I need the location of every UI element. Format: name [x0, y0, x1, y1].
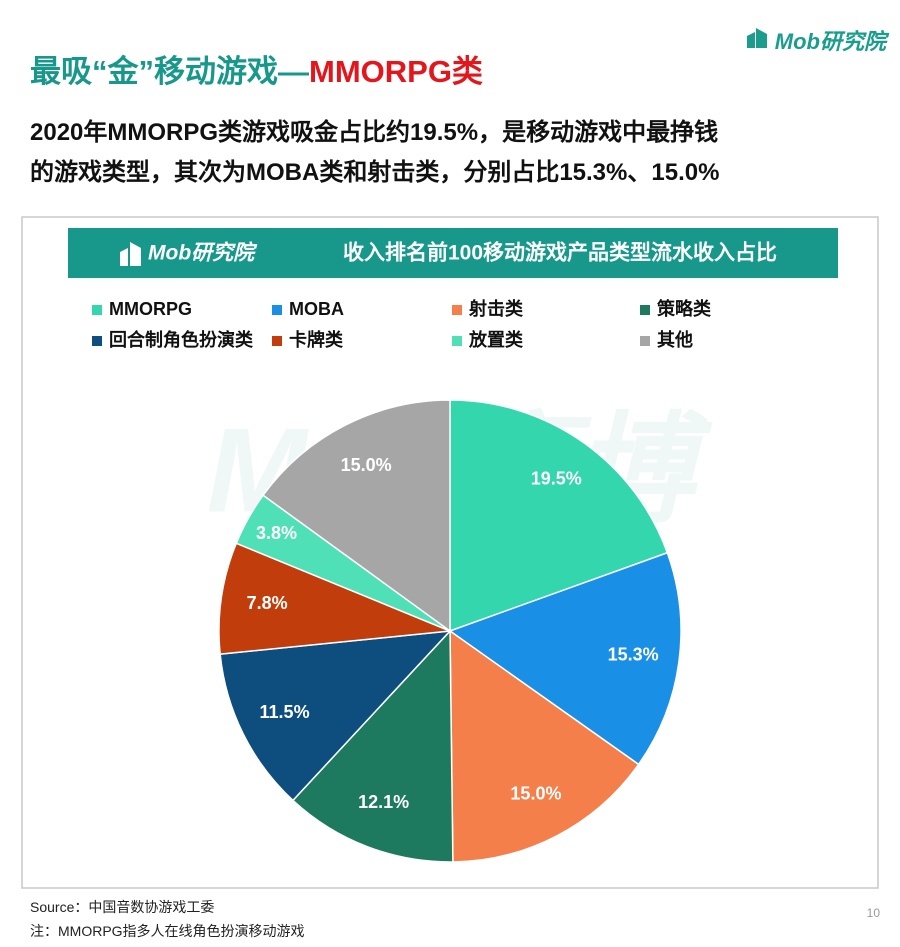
legend-swatch	[452, 305, 462, 315]
legend-label: MMORPG	[109, 299, 192, 319]
legend-swatch	[92, 336, 102, 346]
pie-slice	[218, 542, 451, 656]
legend-label: 卡牌类	[289, 329, 344, 350]
pie-slice	[448, 551, 682, 766]
pie-slice	[449, 399, 669, 633]
header-logo: Mob研究院	[148, 241, 258, 265]
pie-slice	[262, 399, 451, 633]
subtitle: 的游戏类型，其次为MOBA类和射击类，分别占比15.3%、15.0%	[30, 159, 720, 186]
data-label: 15.0%	[510, 783, 561, 803]
logo: Mob研究院	[746, 24, 886, 56]
data-label: 3.8%	[256, 523, 297, 543]
chart-frame	[21, 216, 879, 889]
page-number: 10	[866, 906, 880, 920]
pie-slice	[219, 630, 452, 802]
note: 注：MMORPG指多人在线角色扮演移动游戏	[30, 923, 305, 939]
legend-swatch	[92, 305, 102, 315]
legend-label: MOBA	[289, 299, 344, 319]
data-label: 15.3%	[608, 645, 659, 665]
legend-swatch	[640, 336, 650, 346]
subtitle: 2020年MMORPG类游戏吸金占比约19.5%，是移动游戏中最挣钱	[30, 119, 719, 146]
chart: Mob袤博 Mob研究院 收入排名前100移动游戏产品类型流水收入占比 MMOR…	[21, 216, 879, 889]
chart-header	[68, 228, 838, 278]
data-label: 11.5%	[260, 702, 310, 722]
legend-swatch	[640, 305, 650, 315]
legend-swatch	[452, 336, 462, 346]
legend-swatch	[272, 336, 282, 346]
logo-icon	[746, 28, 767, 48]
legend-label: 其他	[657, 329, 693, 350]
data-label: 15.0%	[341, 455, 392, 475]
legend-label: 策略类	[657, 298, 712, 319]
title-part: 最吸“金”移动游戏—	[30, 54, 309, 89]
data-label: 19.5%	[531, 469, 582, 489]
legend-label: 回合制角色扮演类	[109, 329, 254, 350]
chart-title: 收入排名前100移动游戏产品类型流水收入占比	[343, 241, 777, 265]
legend-swatch	[272, 305, 282, 315]
legend-label: 放置类	[468, 329, 524, 350]
logo-text: Mob研究院	[774, 29, 886, 54]
slide-title: 最吸“金”移动游戏—MMORPG类	[30, 46, 483, 91]
pie-slice	[449, 629, 640, 863]
title-part: MMORPG类	[309, 54, 483, 89]
source: Source：中国音数协游戏工委	[30, 899, 215, 915]
data-label: 7.8%	[247, 593, 288, 613]
data-label: 12.1%	[358, 792, 409, 812]
pie-slice	[291, 629, 454, 863]
legend-label: 射击类	[468, 298, 524, 319]
header-logo-icon	[120, 242, 141, 266]
